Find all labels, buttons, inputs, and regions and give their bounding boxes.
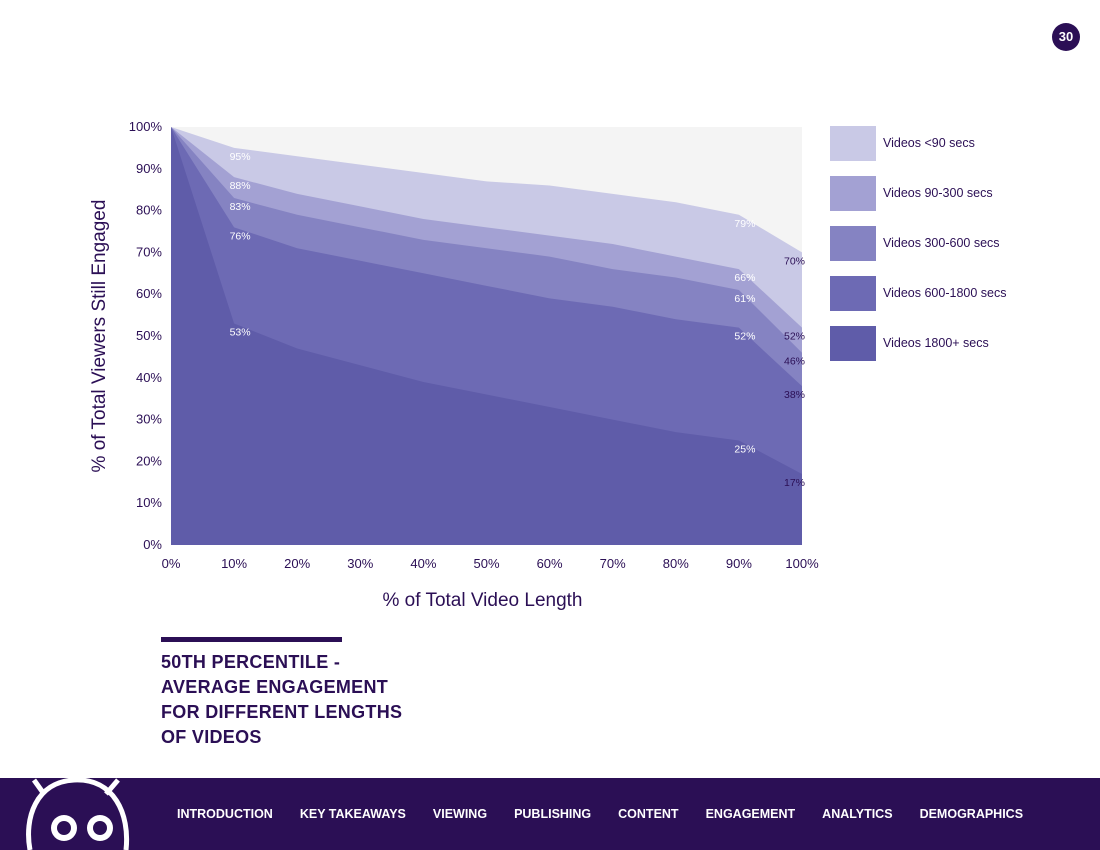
data-label: 95% xyxy=(230,151,251,163)
data-label: 17% xyxy=(784,477,805,489)
legend-swatch xyxy=(830,225,876,261)
data-label: 83% xyxy=(230,201,251,213)
x-tick-label: 0% xyxy=(162,556,181,571)
y-tick-label: 80% xyxy=(136,203,162,218)
x-tick-label: 70% xyxy=(600,556,626,571)
engagement-area-chart: 95% 88% 83% 76% 53% 79% 66% 61% 52% 25% 70% 52% 46% 3… xyxy=(129,119,819,571)
data-label: 25% xyxy=(734,444,755,456)
legend-label: Videos 300-600 secs xyxy=(883,236,1000,250)
y-tick-label: 100% xyxy=(129,119,163,134)
x-tick-label: 30% xyxy=(347,556,373,571)
data-label: 38% xyxy=(784,389,805,401)
legend-swatch xyxy=(830,125,876,161)
nav-item-engagement[interactable]: ENGAGEMENT xyxy=(705,807,796,821)
data-label: 79% xyxy=(734,218,755,230)
y-tick-label: 50% xyxy=(136,328,162,343)
legend-swatch xyxy=(830,175,876,211)
legend-item: Videos 90-300 secs xyxy=(830,175,993,211)
data-label: 52% xyxy=(784,331,805,343)
data-label: 46% xyxy=(784,356,805,368)
nav-item-viewing[interactable]: VIEWING xyxy=(432,807,488,821)
data-label: 53% xyxy=(230,326,251,338)
nav-item-content[interactable]: CONTENT xyxy=(618,807,679,821)
x-axis-title: % of Total Video Length xyxy=(382,590,583,611)
y-axis-title: % of Total Viewers Still Engaged xyxy=(89,199,110,473)
y-tick-label: 40% xyxy=(136,370,162,385)
legend-label: Videos 600-1800 secs xyxy=(883,286,1007,300)
y-tick-label: 30% xyxy=(136,412,162,427)
x-tick-label: 90% xyxy=(726,556,752,571)
legend-label: Videos 90-300 secs xyxy=(883,186,993,200)
nav-item-publishing[interactable]: PUBLISHING xyxy=(514,807,592,821)
legend-swatch xyxy=(830,275,876,311)
x-tick-label: 40% xyxy=(410,556,436,571)
y-tick-label: 10% xyxy=(136,495,162,510)
data-label: 52% xyxy=(734,331,755,343)
x-tick-label: 60% xyxy=(537,556,563,571)
data-label: 61% xyxy=(734,293,755,305)
footer-nav: INTRODUCTION KEY TAKEAWAYS VIEWING PUBLISHI… xyxy=(177,778,1050,850)
nav-item-demographics[interactable]: DEMOGRAPHICS xyxy=(919,807,1024,821)
legend-item: Videos 600-1800 secs xyxy=(830,275,1006,311)
y-tick-label: 90% xyxy=(136,161,162,176)
legend-item: Videos 300-600 secs xyxy=(830,225,1000,261)
data-label: 76% xyxy=(230,230,251,242)
nav-item-analytics[interactable]: ANALYTICS xyxy=(822,807,893,821)
y-tick-label: 60% xyxy=(136,286,162,301)
nav-item-introduction[interactable]: INTRODUCTION xyxy=(177,807,273,821)
area-series-5 xyxy=(171,127,802,545)
data-label: 66% xyxy=(734,272,755,284)
y-tick-label: 20% xyxy=(136,453,162,468)
x-tick-label: 50% xyxy=(473,556,499,571)
legend-label: Videos 1800+ secs xyxy=(883,336,989,350)
y-tick-label: 0% xyxy=(143,537,162,552)
mascot-logo-icon xyxy=(22,778,132,850)
legend-item: Videos <90 secs xyxy=(830,125,975,161)
legend-label: Videos <90 secs xyxy=(883,136,975,150)
x-tick-label: 100% xyxy=(785,556,819,571)
chart-caption: 50TH PERCENTILE - AVERAGE ENGAGEMENT FOR… xyxy=(161,652,403,747)
caption-rule xyxy=(161,637,342,642)
x-tick-label: 20% xyxy=(284,556,310,571)
footer-nav-bar: INTRODUCTION KEY TAKEAWAYS VIEWING PUBLISHI… xyxy=(0,778,1100,850)
data-label: 88% xyxy=(230,180,251,192)
nav-item-key-takeaways[interactable]: KEY TAKEAWAYS xyxy=(299,807,406,821)
legend-item: Videos 1800+ secs xyxy=(830,325,989,361)
legend-swatch xyxy=(830,325,876,361)
page-number-badge: 30 xyxy=(1052,23,1080,51)
x-tick-label: 80% xyxy=(663,556,689,571)
data-label: 70% xyxy=(784,255,805,267)
y-tick-label: 70% xyxy=(136,244,162,259)
x-tick-label: 10% xyxy=(221,556,247,571)
